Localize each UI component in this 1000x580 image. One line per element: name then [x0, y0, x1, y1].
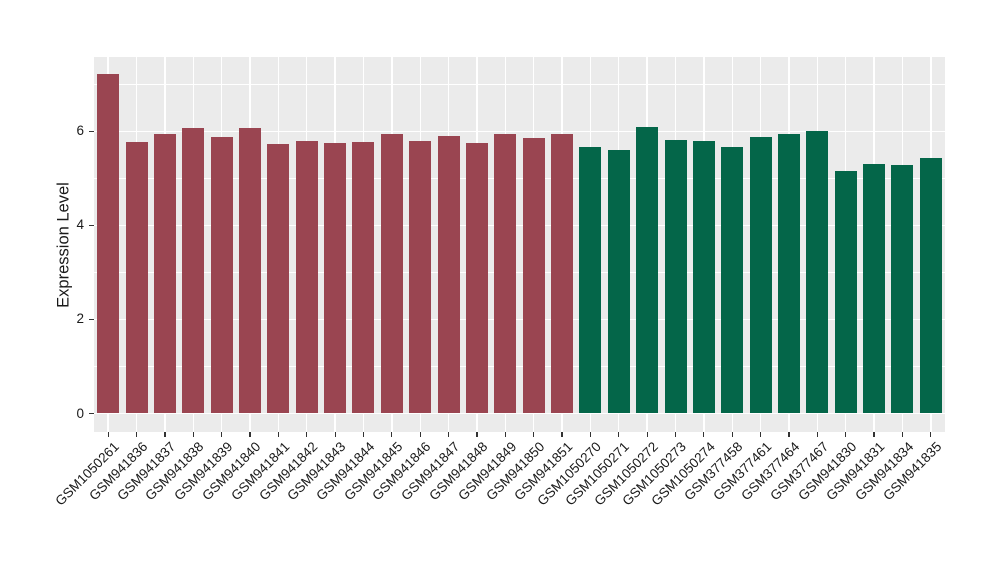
x-tick-mark	[164, 432, 166, 437]
x-tick-mark	[703, 432, 705, 437]
x-tick-mark	[504, 432, 506, 437]
bar-GSM1050261	[97, 74, 120, 414]
plot-panel	[94, 57, 945, 432]
x-tick-mark	[901, 432, 904, 437]
x-tick-mark	[618, 432, 620, 437]
x-tick-mark	[221, 432, 223, 437]
y-tick-mark	[89, 318, 94, 320]
y-tick-label: 2	[76, 311, 84, 327]
bar-GSM941831	[863, 163, 886, 414]
bar-GSM1050273	[664, 139, 687, 414]
y-tick-label: 4	[76, 217, 84, 233]
y-axis-title: Expression Level	[54, 182, 73, 308]
bar-GSM941851	[551, 134, 574, 414]
bar-GSM941834	[891, 165, 914, 414]
x-tick-mark	[447, 432, 450, 437]
bar-GSM377467	[806, 130, 829, 414]
bar-GSM941835	[919, 158, 942, 414]
x-tick-mark	[107, 432, 109, 437]
gridline-minor	[94, 272, 945, 273]
x-tick-mark	[646, 432, 648, 437]
bar-GSM941838	[182, 128, 205, 414]
x-tick-mark	[192, 432, 194, 437]
bar-GSM941836	[125, 142, 148, 414]
x-tick-mark	[334, 432, 336, 437]
x-tick-mark	[930, 432, 932, 437]
bar-GSM941840	[239, 128, 262, 414]
bar-GSM941830	[834, 171, 857, 414]
gridline-major	[94, 130, 945, 132]
x-tick-mark	[306, 432, 308, 437]
bar-GSM941841	[267, 143, 290, 414]
x-tick-mark	[249, 432, 251, 437]
x-tick-mark	[419, 432, 421, 437]
bar-GSM1050271	[607, 150, 630, 414]
bar-GSM377464	[777, 134, 800, 414]
bar-GSM941850	[522, 138, 545, 414]
bar-GSM941839	[210, 137, 233, 414]
x-tick-mark	[873, 432, 875, 437]
y-tick-mark	[89, 412, 94, 415]
x-tick-mark	[135, 432, 138, 437]
x-tick-mark	[760, 432, 762, 437]
bar-GSM941837	[153, 134, 176, 414]
x-tick-mark	[589, 432, 591, 437]
x-tick-mark	[731, 432, 733, 437]
x-tick-mark	[674, 432, 677, 437]
bar-GSM941849	[494, 134, 517, 414]
y-tick-label: 6	[76, 123, 84, 139]
bar-GSM941845	[380, 134, 403, 414]
bar-GSM941847	[437, 135, 460, 414]
gridline-minor	[94, 366, 945, 367]
bar-GSM941848	[465, 142, 488, 414]
x-tick-mark	[533, 432, 535, 437]
x-tick-mark	[788, 432, 790, 437]
bar-GSM377458	[721, 146, 744, 414]
x-tick-mark	[277, 432, 279, 437]
gridline-major	[94, 224, 945, 226]
bar-GSM1050274	[692, 140, 715, 414]
y-tick-label: 0	[76, 405, 84, 421]
bar-GSM941842	[295, 141, 318, 414]
x-tick-mark	[816, 432, 818, 437]
gridline-major	[94, 412, 945, 415]
x-tick-mark	[476, 432, 478, 437]
x-tick-mark	[391, 432, 393, 437]
gridline-minor	[94, 83, 945, 85]
x-tick-mark	[362, 432, 365, 437]
bar-GSM1050270	[579, 146, 602, 414]
bar-GSM1050272	[636, 127, 659, 414]
y-tick-mark	[89, 224, 94, 226]
y-tick-mark	[89, 130, 94, 132]
gridline-minor	[94, 177, 945, 179]
bar-GSM941844	[352, 141, 375, 414]
bar-GSM941843	[324, 142, 347, 414]
x-tick-mark	[845, 432, 847, 437]
bar-GSM377461	[749, 136, 772, 414]
bar-GSM941846	[409, 141, 432, 414]
gridline-major	[94, 318, 945, 321]
x-tick-mark	[561, 432, 563, 437]
